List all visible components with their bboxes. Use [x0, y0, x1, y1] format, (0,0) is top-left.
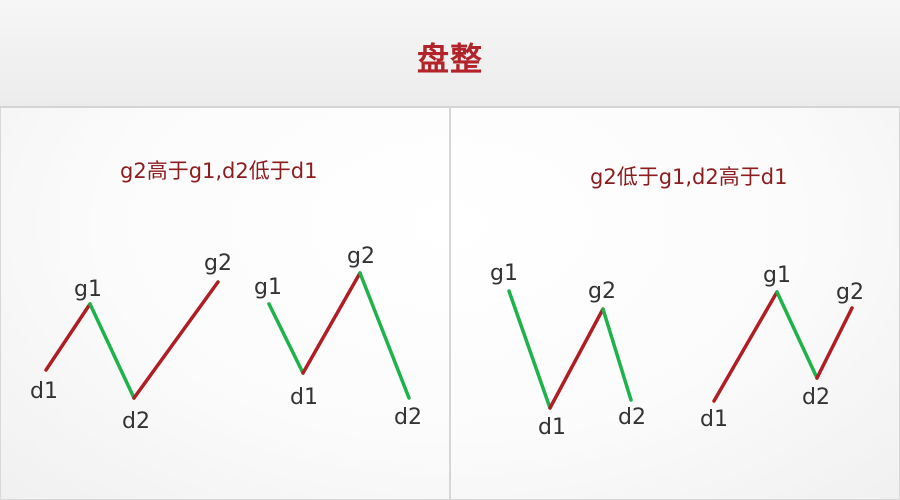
segment-d1-g1: [712, 290, 779, 403]
segment-d1-g1: [44, 302, 92, 372]
label-g2: g2: [204, 251, 232, 276]
label-d1: d1: [700, 407, 728, 432]
segment-g1-d2: [775, 290, 819, 380]
label-g1: g1: [763, 263, 791, 288]
panel-divider: [449, 108, 451, 500]
pattern-expanding-up: d1 g1 d2 g2: [30, 251, 232, 434]
label-g1: g1: [490, 261, 518, 286]
label-d1: d1: [290, 385, 318, 410]
segment-g1-d1: [507, 289, 552, 410]
right-panel-subtitle: g2低于g1,d2高于d1: [590, 165, 788, 189]
pattern-contracting-up: d1 g1 d2 g2: [700, 263, 864, 432]
segment-d1-g2: [548, 307, 605, 410]
segment-d2-g2: [132, 280, 220, 400]
pattern-expanding-down: g1 d1 g2 d2: [254, 244, 422, 430]
left-panel-subtitle: g2高于g1,d2低于d1: [120, 159, 318, 183]
segment-d2-g2: [815, 306, 854, 380]
label-d2: d2: [122, 409, 150, 434]
label-d2: d2: [802, 385, 830, 410]
label-g2: g2: [836, 280, 864, 305]
header-bar: [0, 0, 900, 108]
label-d2: d2: [618, 405, 646, 430]
pattern-contracting-down: g1 d1 g2 d2: [490, 261, 646, 440]
label-g1: g1: [254, 275, 282, 300]
label-g2: g2: [588, 279, 616, 304]
label-d1: d1: [30, 379, 58, 404]
segment-g2-d2: [358, 271, 411, 400]
page-title: 盘整: [416, 40, 483, 78]
segment-d1-g2: [301, 271, 362, 375]
segment-g1-d1: [267, 302, 305, 375]
label-d2: d2: [394, 405, 422, 430]
label-d1: d1: [538, 415, 566, 440]
label-g2: g2: [347, 244, 375, 269]
segment-g1-d2: [88, 302, 136, 400]
segment-g2-d2: [601, 307, 633, 402]
label-g1: g1: [74, 277, 102, 302]
